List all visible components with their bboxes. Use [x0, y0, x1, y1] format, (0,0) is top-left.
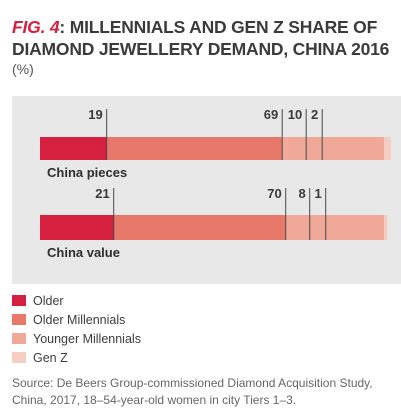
legend-label: Older: [33, 294, 64, 308]
data-label-0-3: 2: [311, 107, 318, 122]
source-note: Source: De Beers Group-commissioned Diam…: [12, 376, 373, 407]
units-label: (%): [12, 61, 34, 77]
legend-label: Older Millennials: [33, 313, 126, 327]
bar-gen-z-1: [383, 215, 388, 240]
data-label-1-1: 70: [267, 186, 281, 201]
legend-swatch: [12, 352, 26, 363]
data-label-0-0: 19: [88, 107, 102, 122]
chart-panel: 19 69 10 2 China pieces 21 70 8 1 China value: [12, 96, 401, 284]
legend-swatch: [12, 333, 26, 344]
data-label-0-2: 10: [288, 107, 302, 122]
data-label-1-2: 8: [298, 186, 305, 201]
figure-label: FIG. 4: [12, 17, 60, 37]
bar-older-millennials-1: [113, 215, 286, 240]
legend-label: Gen Z: [33, 351, 68, 365]
data-label-1-3: 1: [314, 186, 321, 201]
legend-swatch: [12, 295, 26, 306]
category-label-1: China value: [47, 245, 120, 260]
bar-younger-millennials-1: [285, 215, 384, 240]
title-text: : MILLENNIALS AND GEN Z SHARE OF DIAMOND…: [12, 17, 390, 59]
legend-label: Younger Millennials: [33, 332, 141, 346]
category-label-0: China pieces: [47, 165, 127, 180]
legend-swatch: [12, 314, 26, 325]
bar-older-0: [40, 137, 107, 160]
bar-younger-millennials-0: [282, 137, 384, 160]
data-label-1-0: 21: [95, 186, 109, 201]
data-label-0-1: 69: [264, 107, 278, 122]
chart-title: FIG. 4: MILLENNIALS AND GEN Z SHARE OF D…: [12, 16, 397, 60]
bar-older-1: [40, 215, 114, 240]
bar-gen-z-0: [383, 137, 391, 160]
stacked-bar-chart: 19 69 10 2 China pieces 21 70 8 1 China value: [40, 107, 391, 260]
bar-older-millennials-0: [106, 137, 283, 160]
